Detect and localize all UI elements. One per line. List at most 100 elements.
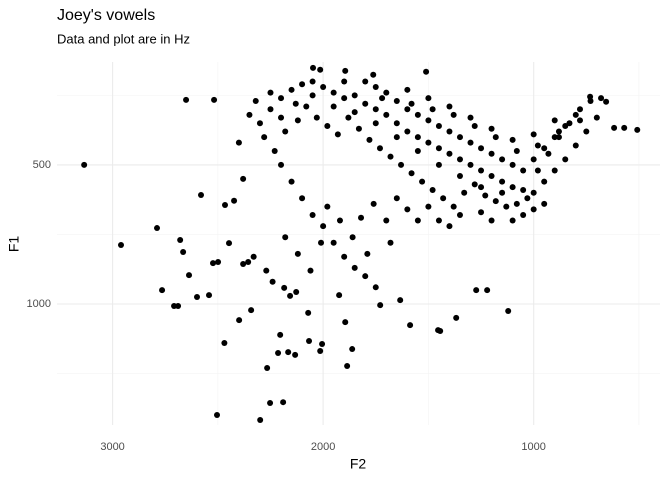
point: [336, 217, 343, 224]
point: [437, 327, 444, 334]
point: [372, 120, 379, 127]
point: [351, 109, 358, 116]
point: [446, 103, 453, 110]
point: [534, 142, 541, 149]
point: [344, 363, 351, 370]
point: [341, 95, 348, 102]
point: [473, 287, 480, 294]
point: [372, 284, 379, 291]
point: [488, 217, 495, 224]
point: [222, 201, 229, 208]
point: [471, 122, 478, 129]
point: [509, 161, 516, 168]
point: [499, 178, 506, 185]
point: [598, 95, 605, 102]
point: [467, 114, 474, 121]
point: [576, 117, 583, 124]
point: [294, 250, 301, 257]
point: [236, 317, 243, 324]
point: [572, 111, 579, 118]
point: [362, 100, 369, 107]
point: [435, 122, 442, 129]
x-tick-label: 2000: [311, 441, 335, 453]
point: [576, 106, 583, 113]
point: [398, 161, 405, 168]
point: [317, 66, 324, 73]
point: [393, 134, 400, 141]
point: [309, 78, 316, 85]
point: [379, 95, 386, 102]
point: [488, 125, 495, 132]
point: [154, 225, 161, 232]
point: [450, 203, 457, 210]
point: [293, 289, 300, 296]
point: [370, 200, 377, 207]
point: [423, 68, 430, 75]
point: [271, 148, 278, 155]
point: [520, 211, 527, 218]
point: [317, 348, 324, 355]
point: [320, 223, 327, 230]
point: [513, 148, 520, 155]
point: [372, 106, 379, 113]
point: [478, 145, 485, 152]
point: [370, 71, 377, 78]
point: [318, 239, 325, 246]
point: [320, 84, 327, 91]
point: [456, 211, 463, 218]
point: [372, 84, 379, 91]
point: [530, 189, 537, 196]
x-tick-label: 1000: [521, 441, 545, 453]
point: [362, 273, 369, 280]
point: [505, 307, 512, 314]
point: [362, 78, 369, 85]
x-tick-label: 3000: [100, 441, 124, 453]
point: [456, 156, 463, 163]
point: [349, 234, 356, 241]
point: [376, 145, 383, 152]
point: [408, 100, 415, 107]
point: [583, 128, 590, 135]
point: [478, 184, 485, 191]
point: [453, 314, 460, 321]
point: [414, 148, 421, 155]
point: [256, 120, 263, 127]
point: [503, 203, 510, 210]
point: [334, 131, 341, 138]
point: [404, 106, 411, 113]
point: [324, 203, 331, 210]
point: [183, 96, 190, 103]
point: [383, 111, 390, 118]
point: [280, 399, 287, 406]
point: [305, 309, 312, 316]
point: [118, 242, 125, 249]
point: [407, 322, 414, 329]
point: [467, 139, 474, 146]
point: [587, 97, 594, 104]
point: [351, 264, 358, 271]
point: [492, 134, 499, 141]
point: [429, 106, 436, 113]
point: [461, 189, 468, 196]
point: [603, 98, 610, 105]
point: [287, 292, 294, 299]
point: [81, 161, 88, 168]
point: [488, 173, 495, 180]
point: [621, 124, 628, 131]
point: [194, 294, 201, 301]
point: [277, 331, 284, 338]
point: [294, 117, 301, 124]
point: [278, 114, 285, 121]
point: [520, 167, 527, 174]
point: [240, 175, 247, 182]
point: [425, 117, 432, 124]
point: [397, 297, 404, 304]
point: [377, 302, 384, 309]
point: [214, 411, 221, 418]
point: [299, 81, 306, 88]
point: [307, 267, 314, 274]
point: [261, 134, 268, 141]
point: [520, 186, 527, 193]
point: [450, 111, 457, 118]
point: [342, 67, 349, 74]
